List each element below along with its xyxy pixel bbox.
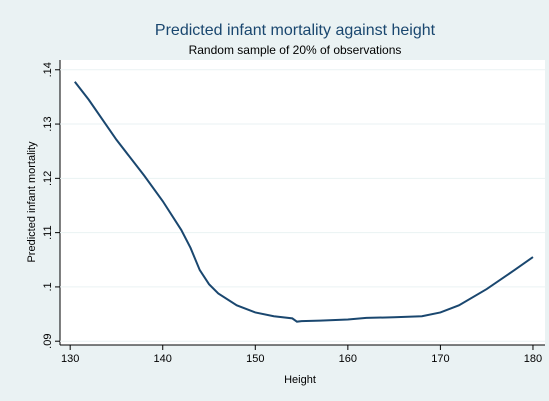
series-line (74, 81, 534, 323)
x-axis-title: Height (284, 374, 316, 386)
x-tick-label: 130 (61, 353, 79, 365)
x-tick-label: 180 (524, 353, 542, 365)
chart-subtitle: Random sample of 20% of observations (189, 43, 402, 57)
y-tick-label: .13 (42, 116, 54, 131)
chart-title: Predicted infant mortality against heigh… (155, 22, 436, 39)
x-tick-label: 140 (154, 353, 172, 365)
plot-area (60, 60, 545, 345)
x-tick-label: 170 (431, 353, 449, 365)
y-tick-label: .1 (42, 282, 54, 291)
x-tick-label: 160 (339, 353, 357, 365)
y-tick-label: .11 (42, 225, 54, 239)
y-tick-label: .12 (42, 171, 54, 186)
y-tick-label: .14 (42, 62, 54, 77)
y-axis-title: Predicted infant mortality (26, 141, 38, 263)
x-tick-label: 150 (246, 353, 264, 365)
y-tick-label: .09 (42, 334, 54, 349)
